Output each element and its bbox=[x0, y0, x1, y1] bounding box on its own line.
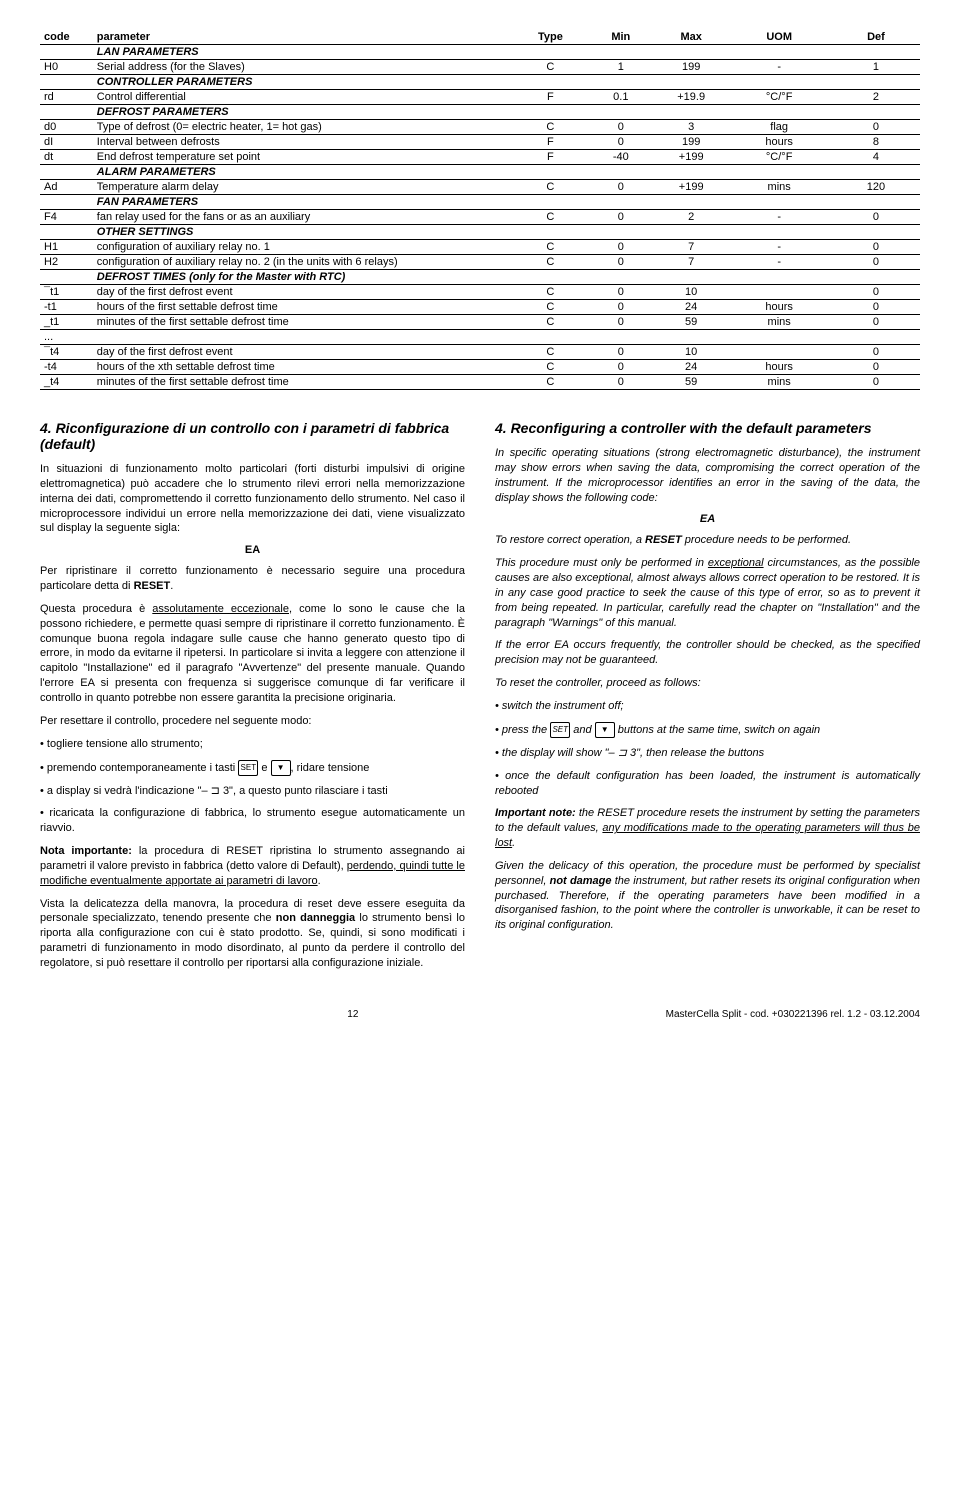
param-row: H0Serial address (for the Slaves)C1199-1 bbox=[40, 60, 920, 75]
param-row: ¯t4day of the first defrost eventC0100 bbox=[40, 345, 920, 360]
param-row: _t1minutes of the first settable defrost… bbox=[40, 315, 920, 330]
text-columns: 4. Riconfigurazione di un controllo con … bbox=[40, 420, 920, 979]
param-row: F4fan relay used for the fans or as an a… bbox=[40, 210, 920, 225]
col-type: Type bbox=[515, 30, 585, 45]
left-p1: In situazioni di funzionamento molto par… bbox=[40, 462, 465, 536]
left-b3: • a display si vedrà l'indicazione "– ⊐ … bbox=[40, 784, 465, 799]
set-button-icon: SET bbox=[550, 722, 570, 738]
left-p5: Nota importante: la procedura di RESET r… bbox=[40, 844, 465, 889]
left-p3: Questa procedura è assolutamente eccezio… bbox=[40, 602, 465, 706]
parameters-table: code parameter Type Min Max UOM Def LAN … bbox=[40, 30, 920, 390]
param-row: dtEnd defrost temperature set pointF-40+… bbox=[40, 150, 920, 165]
col-def: Def bbox=[832, 30, 920, 45]
section-row: DEFROST TIMES (only for the Master with … bbox=[40, 270, 920, 285]
col-max: Max bbox=[656, 30, 726, 45]
right-p2: To restore correct operation, a RESET pr… bbox=[495, 533, 920, 548]
param-row: d0Type of defrost (0= electric heater, 1… bbox=[40, 120, 920, 135]
param-row: -t4hours of the xth settable defrost tim… bbox=[40, 360, 920, 375]
param-row: H1configuration of auxiliary relay no. 1… bbox=[40, 240, 920, 255]
param-row: dIInterval between defrostsF0199hours8 bbox=[40, 135, 920, 150]
right-p5: Important note: the RESET procedure rese… bbox=[495, 806, 920, 851]
down-button-icon: ▼ bbox=[271, 760, 291, 776]
right-column-english: 4. Reconfiguring a controller with the d… bbox=[495, 420, 920, 979]
param-row: rdControl differentialF0.1+19.9°C/°F2 bbox=[40, 90, 920, 105]
right-b4: • once the default configuration has bee… bbox=[495, 769, 920, 799]
footer-reference: MasterCella Split - cod. +030221396 rel.… bbox=[666, 1009, 920, 1020]
page-footer: 12 MasterCella Split - cod. +030221396 r… bbox=[40, 1009, 920, 1020]
right-p1: In specific operating situations (strong… bbox=[495, 446, 920, 505]
left-p2: Per ripristinare il corretto funzionamen… bbox=[40, 564, 465, 594]
right-title: 4. Reconfiguring a controller with the d… bbox=[495, 420, 920, 436]
col-code: code bbox=[40, 30, 93, 45]
param-row: AdTemperature alarm delayC0+199mins120 bbox=[40, 180, 920, 195]
left-b4: • ricaricata la configurazione di fabbri… bbox=[40, 806, 465, 836]
section-row: ALARM PARAMETERS bbox=[40, 165, 920, 180]
param-row: -t1hours of the first settable defrost t… bbox=[40, 300, 920, 315]
right-p4: To reset the controller, proceed as foll… bbox=[495, 676, 920, 691]
down-button-icon: ▼ bbox=[595, 722, 615, 738]
right-b2: • press the SET and ▼ buttons at the sam… bbox=[495, 722, 920, 738]
left-title: 4. Riconfigurazione di un controllo con … bbox=[40, 420, 465, 452]
section-row: CONTROLLER PARAMETERS bbox=[40, 75, 920, 90]
section-row: FAN PARAMETERS bbox=[40, 195, 920, 210]
right-p3: This procedure must only be performed in… bbox=[495, 556, 920, 630]
right-p6: Given the delicacy of this operation, th… bbox=[495, 859, 920, 933]
param-row: _t4minutes of the first settable defrost… bbox=[40, 375, 920, 390]
col-parameter: parameter bbox=[93, 30, 515, 45]
table-header-row: code parameter Type Min Max UOM Def bbox=[40, 30, 920, 45]
section-row: DEFROST PARAMETERS bbox=[40, 105, 920, 120]
left-p4: Per resettare il controllo, procedere ne… bbox=[40, 714, 465, 729]
section-row: LAN PARAMETERS bbox=[40, 45, 920, 60]
left-p6: Vista la delicatezza della manovra, la p… bbox=[40, 897, 465, 971]
right-b3: • the display will show "– ⊐ 3", then re… bbox=[495, 746, 920, 761]
set-button-icon: SET bbox=[238, 760, 258, 776]
section-row: OTHER SETTINGS bbox=[40, 225, 920, 240]
col-uom: UOM bbox=[726, 30, 832, 45]
col-min: Min bbox=[586, 30, 656, 45]
left-b2: • premendo contemporaneamente i tasti SE… bbox=[40, 760, 465, 776]
page-number: 12 bbox=[347, 1009, 358, 1020]
param-row: ... bbox=[40, 330, 920, 345]
left-ea: EA bbox=[40, 544, 465, 556]
left-column-italian: 4. Riconfigurazione di un controllo con … bbox=[40, 420, 465, 979]
right-ea: EA bbox=[495, 513, 920, 525]
right-b1: • switch the instrument off; bbox=[495, 699, 920, 714]
right-p3d: If the error EA occurs frequently, the c… bbox=[495, 638, 920, 668]
param-row: H2configuration of auxiliary relay no. 2… bbox=[40, 255, 920, 270]
param-row: ¯t1day of the first defrost eventC0100 bbox=[40, 285, 920, 300]
left-b1: • togliere tensione allo strumento; bbox=[40, 737, 465, 752]
